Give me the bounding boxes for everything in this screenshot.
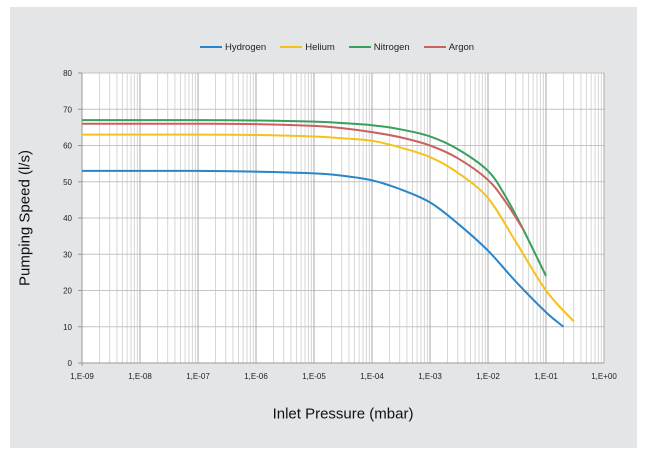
- y-tick-label: 40: [63, 214, 72, 223]
- y-tick-label: 30: [63, 250, 72, 259]
- legend-item-argon: Argon: [423, 41, 475, 53]
- y-tick-label: 20: [63, 287, 72, 296]
- y-tick-label: 0: [68, 359, 73, 368]
- x-tick-label: 1,E-06: [244, 372, 268, 381]
- legend-swatch-hydrogen: [200, 46, 222, 48]
- x-tick-label: 1,E+00: [591, 372, 617, 381]
- legend-label-helium: Helium: [305, 41, 335, 53]
- y-tick-label: 50: [63, 178, 72, 187]
- series-line-nitrogen: [82, 119, 547, 277]
- tick-labels: 0 10 20 30 40 50 60 70 80 1,E-09 1,E-08 1,E-07 1,E-0…: [63, 69, 617, 381]
- y-tick-label: 10: [63, 323, 72, 332]
- legend: Hydrogen Helium Nitrogen Argon: [200, 40, 474, 54]
- legend-swatch-nitrogen: [348, 46, 371, 48]
- legend-item-helium: Helium: [280, 42, 335, 53]
- y-axis-title: Pumping Speed (l/s): [16, 150, 34, 286]
- axes: [78, 72, 604, 366]
- series-line-argon: [82, 122, 524, 230]
- legend-item-hydrogen: Hydrogen: [200, 42, 266, 53]
- x-tick-label: 1,E-05: [302, 372, 326, 381]
- legend-swatch-helium: [280, 46, 303, 48]
- legend-label-argon: Argon: [448, 41, 475, 53]
- series-group: [82, 119, 575, 328]
- legend-label-hydrogen: Hydrogen: [225, 41, 267, 53]
- x-tick-label: 1,E-04: [360, 372, 384, 381]
- legend-swatch-argon: [423, 46, 446, 48]
- y-tick-label: 80: [63, 69, 72, 78]
- y-tick-label: 70: [63, 105, 72, 114]
- legend-label-nitrogen: Nitrogen: [373, 41, 410, 53]
- series-line-helium: [82, 133, 575, 322]
- x-tick-label: 1,E-09: [70, 372, 94, 381]
- legend-item-nitrogen: Nitrogen: [348, 41, 410, 53]
- x-tick-label: 1,E-01: [534, 372, 558, 381]
- x-axis-title: Inlet Pressure (mbar): [272, 405, 414, 423]
- x-tick-label: 1,E-03: [418, 372, 442, 381]
- y-tick-label: 60: [63, 142, 72, 151]
- series-line-hydrogen: [82, 169, 565, 328]
- x-tick-label: 1,E-02: [476, 372, 500, 381]
- x-tick-label: 1,E-07: [186, 372, 210, 381]
- x-tick-label: 1,E-08: [128, 372, 152, 381]
